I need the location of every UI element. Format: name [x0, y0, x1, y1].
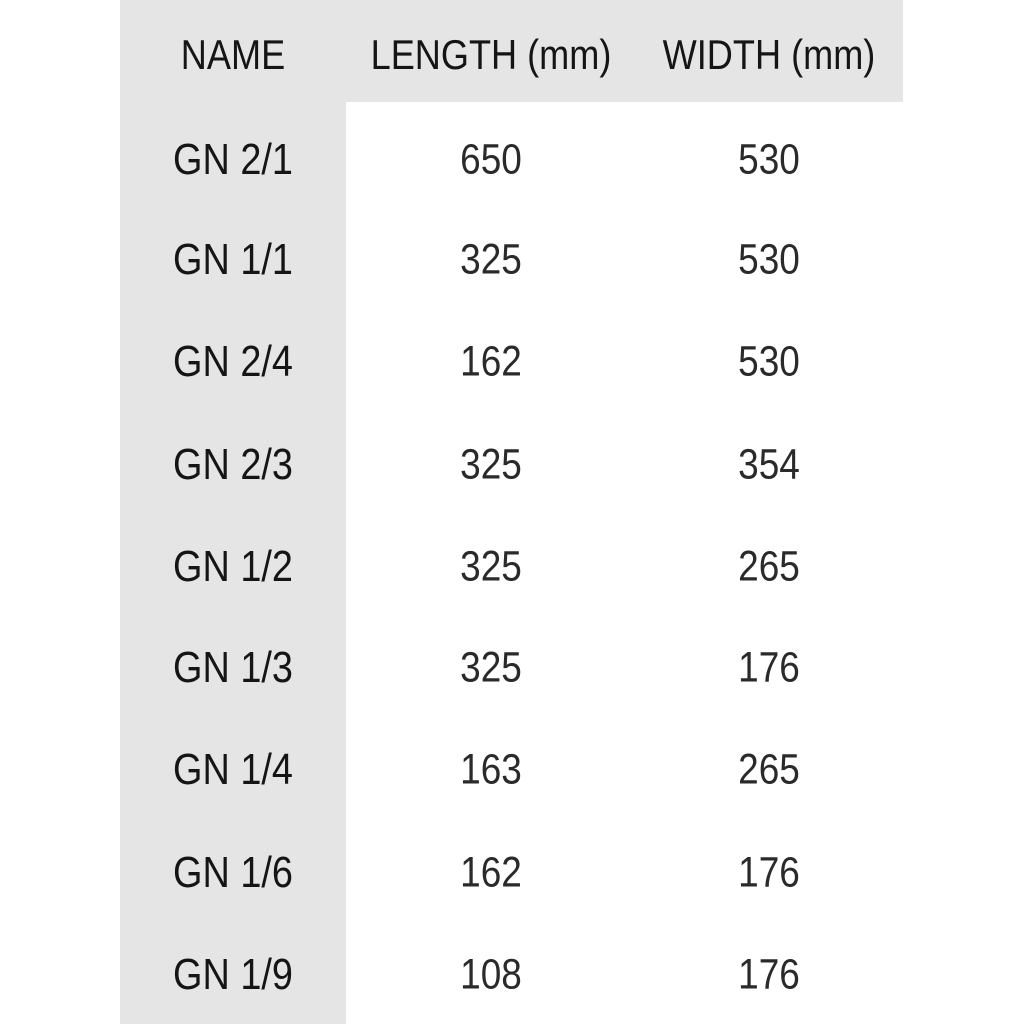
- cell-name: GN 1/1: [173, 235, 293, 284]
- cell-width: 530: [738, 235, 800, 284]
- cell-width: 354: [738, 440, 800, 489]
- cell-name: GN 1/2: [173, 542, 293, 591]
- header-length: LENGTH (mm): [370, 31, 612, 78]
- cell-length: 325: [460, 235, 522, 284]
- cell-width: 176: [738, 643, 800, 692]
- cell-length: 325: [460, 542, 522, 591]
- cell-width: 265: [738, 745, 800, 794]
- cell-name: GN 1/9: [173, 950, 293, 999]
- header-name: NAME: [180, 31, 286, 78]
- cell-width: 176: [738, 848, 800, 897]
- name-column-background: [120, 102, 346, 1024]
- cell-length: 162: [460, 337, 522, 386]
- cell-width: 176: [738, 950, 800, 999]
- header-background: [120, 0, 903, 102]
- cell-length: 162: [460, 848, 522, 897]
- cell-width: 530: [738, 337, 800, 386]
- cell-width: 530: [738, 135, 800, 184]
- cell-name: GN 2/3: [173, 440, 293, 489]
- cell-length: 108: [460, 950, 522, 999]
- cell-length: 325: [460, 440, 522, 489]
- cell-name: GN 2/1: [173, 135, 293, 184]
- cell-length: 163: [460, 745, 522, 794]
- cell-name: GN 1/4: [173, 745, 293, 794]
- cell-width: 265: [738, 542, 800, 591]
- header-width: WIDTH (mm): [662, 31, 876, 78]
- cell-name: GN 1/6: [173, 848, 293, 897]
- cell-length: 650: [460, 135, 522, 184]
- cell-length: 325: [460, 643, 522, 692]
- cell-name: GN 1/3: [173, 643, 293, 692]
- cell-name: GN 2/4: [173, 337, 293, 386]
